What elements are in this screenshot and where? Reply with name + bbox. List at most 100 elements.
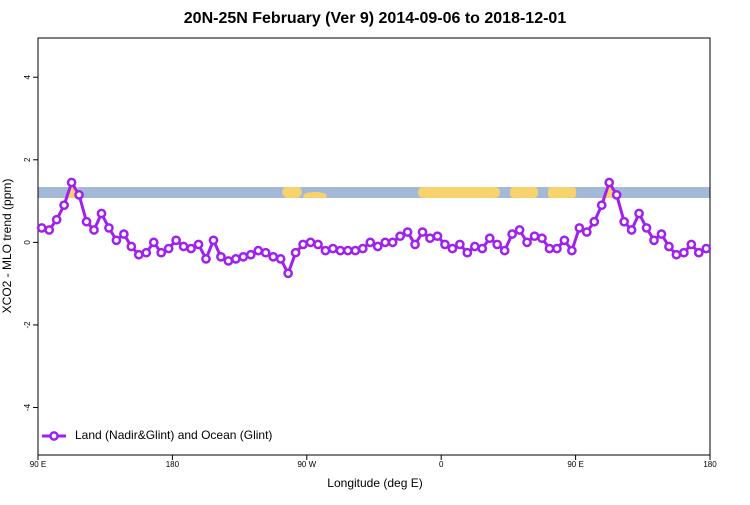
data-point — [589, 216, 600, 227]
data-point — [440, 239, 450, 250]
data-point — [126, 241, 137, 252]
data-point — [74, 190, 84, 200]
data-point — [163, 243, 174, 254]
data-point — [59, 200, 69, 211]
data-point — [537, 233, 547, 244]
data-point — [686, 239, 697, 250]
data-point — [410, 239, 420, 250]
data-point — [581, 227, 592, 237]
legend-label: Land (Nadir&Glint) and Ocean (Glint) — [75, 428, 272, 442]
data-point — [223, 256, 234, 266]
data-point — [290, 247, 301, 258]
data-point — [268, 251, 279, 262]
data-point — [544, 243, 555, 254]
data-point — [283, 268, 293, 279]
data-point — [178, 241, 189, 252]
data-point — [104, 223, 114, 233]
data-point — [343, 245, 353, 256]
y-tick-label: -4 — [23, 403, 32, 411]
data-point — [380, 237, 391, 248]
data-point — [484, 233, 495, 244]
data-point — [36, 223, 47, 233]
x-tick-label: 0 — [439, 460, 444, 469]
y-axis-label: XCO2 - MLO trend (ppm) — [0, 179, 14, 314]
data-point — [193, 239, 204, 250]
data-point — [119, 229, 129, 239]
y-tick-label: 0 — [23, 240, 32, 245]
data-point — [350, 245, 361, 256]
data-point — [171, 235, 181, 246]
data-point — [44, 225, 55, 235]
data-point — [260, 247, 271, 258]
data-point — [611, 190, 622, 200]
data-point — [425, 233, 435, 244]
data-point — [402, 227, 413, 237]
data-point — [529, 231, 540, 242]
data-point — [335, 245, 346, 256]
map-strip — [38, 187, 710, 198]
x-tick-label: 90 W — [297, 460, 316, 469]
data-point — [656, 229, 667, 239]
y-tick-label: 2 — [23, 157, 32, 162]
data-point — [447, 243, 458, 254]
data-point — [365, 237, 376, 248]
data-point — [626, 225, 637, 235]
data-point — [186, 243, 196, 254]
data-point — [216, 251, 226, 262]
chart-title: 20N-25N February (Ver 9) 2014-09-06 to 2… — [184, 10, 567, 27]
data-point — [462, 247, 473, 258]
y-tick-label: -2 — [23, 321, 32, 329]
data-point — [148, 237, 159, 248]
data-point — [701, 243, 712, 254]
data-point — [679, 247, 689, 258]
data-point — [514, 225, 525, 235]
data-point — [641, 223, 652, 233]
data-point — [492, 239, 503, 250]
data-point — [89, 225, 99, 235]
data-point — [671, 249, 682, 260]
data-point — [253, 245, 264, 256]
data-point — [395, 231, 405, 242]
data-point — [357, 243, 368, 254]
data-point — [238, 251, 249, 262]
data-point — [201, 254, 211, 264]
data-point — [522, 237, 532, 248]
legend-marker — [49, 431, 59, 441]
y-tick-label: 4 — [23, 74, 32, 79]
data-point — [417, 227, 428, 237]
data-point — [320, 245, 331, 256]
data-point — [574, 223, 585, 233]
data-point — [664, 241, 674, 252]
data-point — [66, 177, 77, 188]
data-point — [275, 254, 286, 264]
data-point — [559, 235, 570, 246]
x-tick-label: 180 — [166, 460, 180, 469]
data-point — [305, 237, 316, 248]
data-point — [552, 243, 562, 254]
data-point — [567, 245, 577, 256]
x-axis-label: Longitude (deg E) — [327, 476, 422, 490]
data-point — [477, 243, 488, 254]
data-point — [693, 247, 704, 258]
x-tick-label: 90 E — [30, 460, 46, 469]
data-point — [313, 239, 323, 250]
data-point — [96, 208, 107, 219]
data-point — [328, 243, 338, 254]
data-point — [507, 229, 517, 239]
data-point — [649, 235, 659, 246]
data-point — [231, 254, 241, 264]
data-point — [372, 241, 383, 252]
data-point — [133, 249, 144, 260]
data-point — [208, 235, 219, 246]
data-point — [111, 235, 122, 246]
data-point — [245, 249, 256, 260]
data-point — [156, 247, 167, 258]
data-point — [619, 216, 629, 227]
data-point — [387, 237, 398, 248]
data-point — [634, 208, 644, 219]
x-tick-label: 90 E — [567, 460, 583, 469]
data-point — [469, 241, 480, 252]
data-point — [596, 200, 607, 211]
data-point — [81, 216, 92, 227]
